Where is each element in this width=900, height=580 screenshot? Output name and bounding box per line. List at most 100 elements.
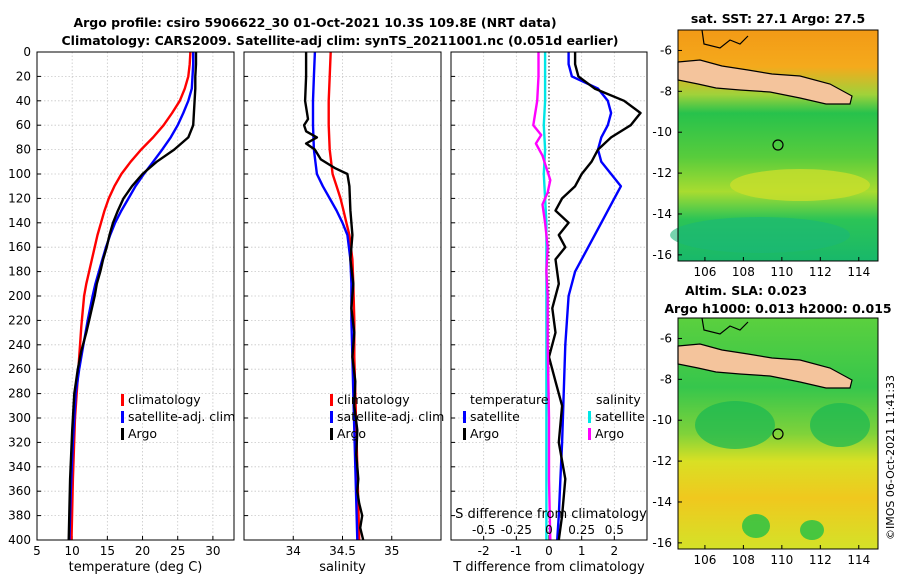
series-line-salinity-argo (532, 52, 552, 541)
series-line-climatology (70, 51, 192, 541)
s-tick-label: 0.25 (568, 523, 595, 537)
lon-tick-label: 106 (693, 553, 716, 567)
sla-map-frame (677, 317, 879, 550)
plot-frame (450, 51, 648, 541)
x-axis-label: salinity (319, 560, 366, 575)
legend-header-temperature: temperature (470, 392, 549, 407)
legend-swatch-climatology (121, 394, 124, 406)
lat-tick-label: -14 (652, 207, 672, 221)
title-line-1: Argo profile: csiro 5906622_30 01-Oct-20… (73, 15, 556, 31)
sst-map-title: sat. SST: 27.1 Argo: 27.5 (691, 11, 865, 26)
x-tick-label: -2 (478, 544, 490, 558)
y-tick-label: 100 (8, 167, 31, 181)
lat-tick-label: -16 (652, 536, 672, 550)
sla-green-eddy-2 (810, 403, 870, 447)
y-tick-label: 360 (8, 484, 31, 498)
legend-label-s-satellite: satellite (595, 409, 645, 424)
x-axis-label: T difference from climatology (452, 560, 645, 575)
legend-label-argo: Argo (337, 426, 366, 441)
coastline-north (701, 29, 749, 49)
legend-label-satellite: satellite-adj. clim (128, 409, 235, 424)
x-tick-label: 15 (100, 544, 115, 558)
sla-green-spot-2 (800, 520, 824, 540)
java-land (677, 59, 853, 105)
legend-swatch-s-satellite (588, 411, 591, 423)
lon-tick-label: 110 (770, 553, 793, 567)
salinity-panel: 34 34.5 35 salinity (243, 51, 442, 575)
x-tick-label: 1 (578, 544, 586, 558)
sst-map: sat. SST: 27.1 Argo: 27.5 (670, 11, 879, 262)
lat-tick-label: -12 (652, 166, 672, 180)
x-tick-label: 35 (384, 544, 399, 558)
lon-tick-label: 110 (770, 265, 793, 279)
y-tick-label: 220 (8, 313, 31, 327)
x-tick-label: 34.5 (329, 544, 356, 558)
lon-tick-label: 114 (847, 265, 870, 279)
lat-tick-label: -10 (652, 125, 672, 139)
x-tick-label: 0 (545, 544, 553, 558)
lon-tick-label: 112 (809, 265, 832, 279)
y-tick-label: 380 (8, 509, 31, 523)
copyright: ©IMOS 06-Oct-2021 11:41:33 (884, 375, 897, 540)
legend-swatch-argo (330, 428, 333, 440)
lat-tick-label: -6 (660, 331, 672, 345)
series-line-satellite-adj-clim (311, 51, 359, 541)
legend-swatch-climatology (330, 394, 333, 406)
y-tick-label: 60 (16, 118, 31, 132)
y-tick-label: 120 (8, 191, 31, 205)
x-tick-label: 25 (170, 544, 185, 558)
sst-warm-patch (730, 169, 870, 201)
lon-tick-label: 108 (732, 265, 755, 279)
y-tick-label: 0 (23, 45, 31, 59)
lat-tick-label: -14 (652, 495, 672, 509)
lat-tick-label: -12 (652, 454, 672, 468)
s-tick-label: 0.5 (605, 523, 624, 537)
lat-tick-label: -8 (660, 372, 672, 386)
x-tick-label: -1 (510, 544, 522, 558)
plot-frame (36, 51, 235, 541)
s-tick-label: -0.5 (472, 523, 495, 537)
legend-swatch-t-argo (463, 428, 466, 440)
x-tick-label: 20 (135, 544, 150, 558)
series-line-temperature-argo (547, 52, 642, 541)
series-line-temperature-satellite (556, 52, 623, 541)
lat-tick-label: -10 (652, 413, 672, 427)
y-tick-label: 340 (8, 460, 31, 474)
y-tick-label: 140 (8, 216, 31, 230)
series-line-argo (302, 52, 365, 541)
java-land (677, 343, 853, 389)
sla-map: Altim. SLA: 0.023 Argo h1000: 0.013 h200… (664, 283, 892, 550)
legend-label-satellite: satellite-adj. clim (337, 409, 444, 424)
x-tick-label: 10 (65, 544, 80, 558)
x-tick-label: 2 (611, 544, 619, 558)
lat-tick-label: -16 (652, 248, 672, 262)
legend-swatch-s-argo (588, 428, 591, 440)
lon-tick-label: 108 (732, 553, 755, 567)
sla-green-eddy (695, 401, 775, 449)
legend-swatch-argo (121, 428, 124, 440)
y-tick-label: 40 (16, 94, 31, 108)
y-tick-label: 400 (8, 533, 31, 547)
legend-header-salinity: salinity (596, 392, 641, 407)
temperature-panel: 0 20 40 60 80 100 120 140 160 180 200 220 240 260 280 3… (8, 45, 235, 575)
diff-legend: temperature satellite Argo salinity sate… (463, 392, 645, 441)
legend-label-s-argo: Argo (595, 426, 624, 441)
y-tick-label: 240 (8, 338, 31, 352)
series-line-argo (67, 52, 198, 541)
sst-map-frame (677, 29, 879, 262)
sal-legend: climatology satellite-adj. clim Argo (330, 392, 444, 441)
legend-swatch-satellite (121, 411, 124, 423)
sla-map-title-2: Argo h1000: 0.013 h2000: 0.015 (664, 301, 891, 316)
lon-tick-label: 106 (693, 265, 716, 279)
sst-cool-patch (670, 217, 850, 253)
legend-swatch-t-satellite (463, 411, 466, 423)
sla-map-title-1: Altim. SLA: 0.023 (685, 283, 807, 298)
legend-label-climatology: climatology (337, 392, 410, 407)
legend-label-argo: Argo (128, 426, 157, 441)
lon-tick-label: 112 (809, 553, 832, 567)
x-axis-label: temperature (deg C) (69, 560, 203, 575)
argo-location-marker (772, 139, 784, 151)
x-tick-label: 30 (205, 544, 220, 558)
legend-label-climatology: climatology (128, 392, 201, 407)
